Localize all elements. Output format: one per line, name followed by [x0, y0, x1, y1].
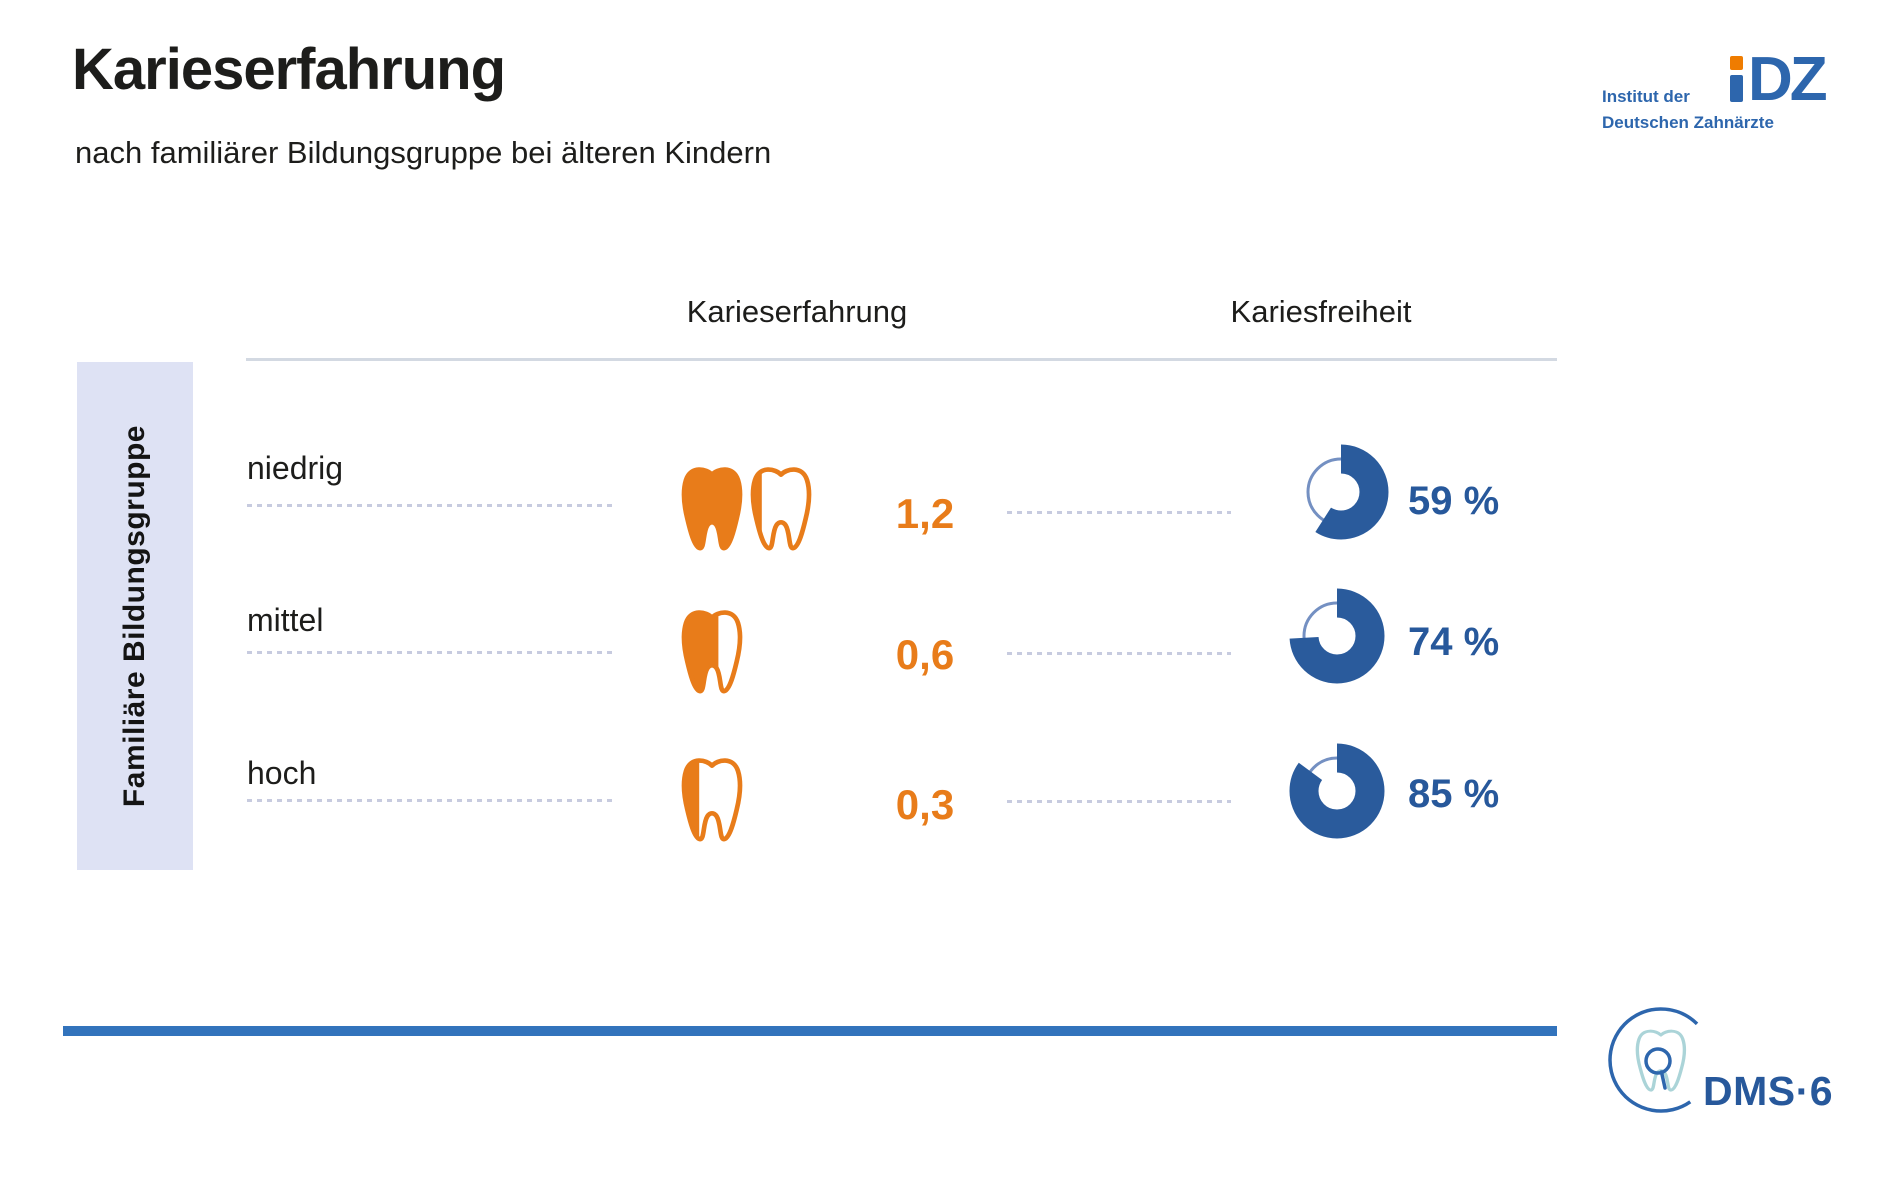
tooth-icon-group-hoch	[680, 754, 744, 844]
dotted-leader	[247, 799, 612, 802]
karieserfahrung-value-niedrig: 1,2	[895, 490, 955, 537]
idz-logo-line1: Institut der	[1602, 87, 1690, 106]
tooth-icon	[681, 610, 743, 694]
donut-chart-icon	[1289, 743, 1385, 839]
row-label-mittel: mittel	[247, 602, 324, 638]
donut-chart-icon	[1293, 444, 1389, 540]
header-divider-line	[246, 358, 1557, 361]
dotted-leader	[247, 504, 612, 507]
page-subtitle: nach familiärer Bildungsgruppe bei älter…	[75, 135, 772, 170]
dms6-label: DMS·6	[1703, 1068, 1834, 1114]
dms6-logo: DMS·6	[1605, 1004, 1895, 1124]
dotted-leader	[1007, 800, 1231, 803]
row-group-sidebar: Familiäre Bildungsgruppe	[77, 362, 193, 870]
dotted-leader	[1007, 652, 1231, 655]
idz-logo: Institut der Deutschen Zahnärzte DZ	[1600, 46, 1880, 146]
tooth-magnifier-icon	[1608, 1007, 1714, 1113]
idz-logo-mark-icon: DZ	[1730, 45, 1828, 115]
dotted-leader	[1007, 511, 1231, 514]
idz-logo-line2: Deutschen Zahnärzte	[1602, 113, 1774, 132]
donut-chart-icon-mittel	[1287, 586, 1387, 686]
donut-chart-icon	[1289, 588, 1385, 684]
row-label-niedrig: niedrig	[247, 450, 344, 486]
column-header-karieserfahrung: Karieserfahrung	[686, 294, 908, 329]
footer-accent-bar	[63, 1026, 1557, 1036]
tooth-icon-group-mittel	[680, 606, 744, 696]
page-title: Karieserfahrung	[72, 37, 506, 102]
idz-i-glyph-icon	[1730, 56, 1743, 102]
tooth-icon	[681, 467, 743, 551]
karieserfahrung-value-hoch: 0,3	[895, 781, 955, 828]
karieserfahrung-value-mittel: 0,6	[895, 631, 955, 678]
kariesfreiheit-value-niedrig: 59 %	[1408, 479, 1500, 523]
idz-i-bottom-segment	[1730, 75, 1743, 102]
kariesfreiheit-value-mittel: 74 %	[1408, 620, 1500, 664]
row-group-label: Familiäre Bildungsgruppe	[118, 424, 151, 808]
idz-logo-text: Institut der Deutschen Zahnärzte	[1602, 84, 1774, 136]
tooth-icon	[750, 467, 812, 551]
donut-chart-icon-hoch	[1287, 741, 1387, 841]
idz-i-top-segment	[1730, 56, 1743, 70]
tooth-icon	[681, 758, 743, 842]
kariesfreiheit-value-hoch: 85 %	[1408, 772, 1500, 816]
tooth-icon-group-niedrig	[680, 463, 813, 553]
idz-dz-letters: DZ	[1748, 45, 1828, 115]
row-label-hoch: hoch	[247, 755, 317, 791]
dotted-leader	[247, 651, 612, 654]
donut-chart-icon-niedrig	[1291, 442, 1391, 542]
column-header-kariesfreiheit: Kariesfreiheit	[1230, 294, 1412, 329]
